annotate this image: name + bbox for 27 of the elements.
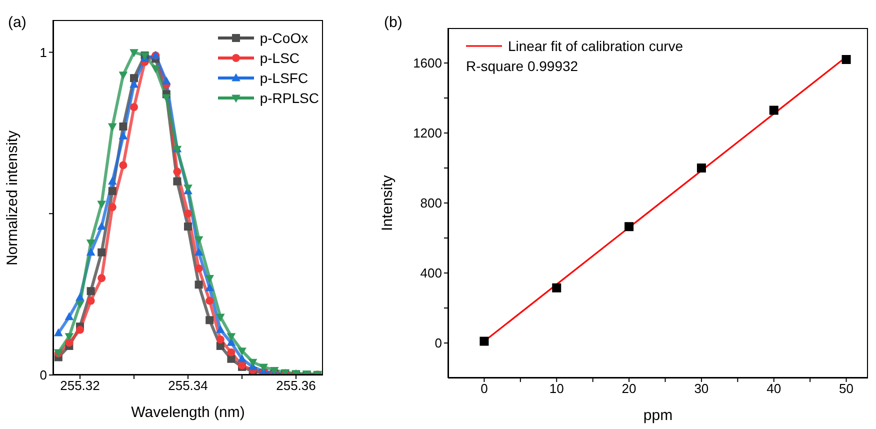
legend-label: p-LSFC xyxy=(260,69,308,88)
legend-label: p-LSC xyxy=(260,49,300,68)
y-tick-label: 1200 xyxy=(413,126,442,141)
x-tick-label: 10 xyxy=(549,381,564,396)
y-axis-title: Intensity xyxy=(378,174,397,233)
y-tick-label: 1600 xyxy=(413,56,442,71)
x-axis-title: Wavelength (nm) xyxy=(130,404,246,421)
y-tick-label: 1 xyxy=(40,44,47,60)
legend-label: p-CoOx xyxy=(260,29,308,48)
y-tick-label: 400 xyxy=(420,266,442,281)
x-tick-label: 255.32 xyxy=(60,378,100,394)
legend-label: p-RPLSC xyxy=(260,89,319,108)
chart-title: (a) xyxy=(8,14,26,31)
annotation: R-square 0.99932 xyxy=(466,57,580,76)
chart-title: (b) xyxy=(384,14,402,31)
y-axis-title: Normalized intensity xyxy=(3,128,22,268)
x-tick-label: 255.34 xyxy=(168,378,208,394)
x-tick-label: 255.36 xyxy=(276,378,316,394)
x-tick-label: 0 xyxy=(480,381,488,396)
y-tick-label: 0 xyxy=(434,336,442,351)
y-tick-label: 800 xyxy=(420,196,442,211)
x-tick-label: 30 xyxy=(694,381,709,396)
legend-label: Linear fit of calibration curve xyxy=(508,37,684,56)
x-axis-title: ppm xyxy=(642,407,674,424)
x-tick-label: 50 xyxy=(839,381,854,396)
x-tick-label: 40 xyxy=(766,381,782,396)
x-tick-label: 20 xyxy=(622,381,636,396)
